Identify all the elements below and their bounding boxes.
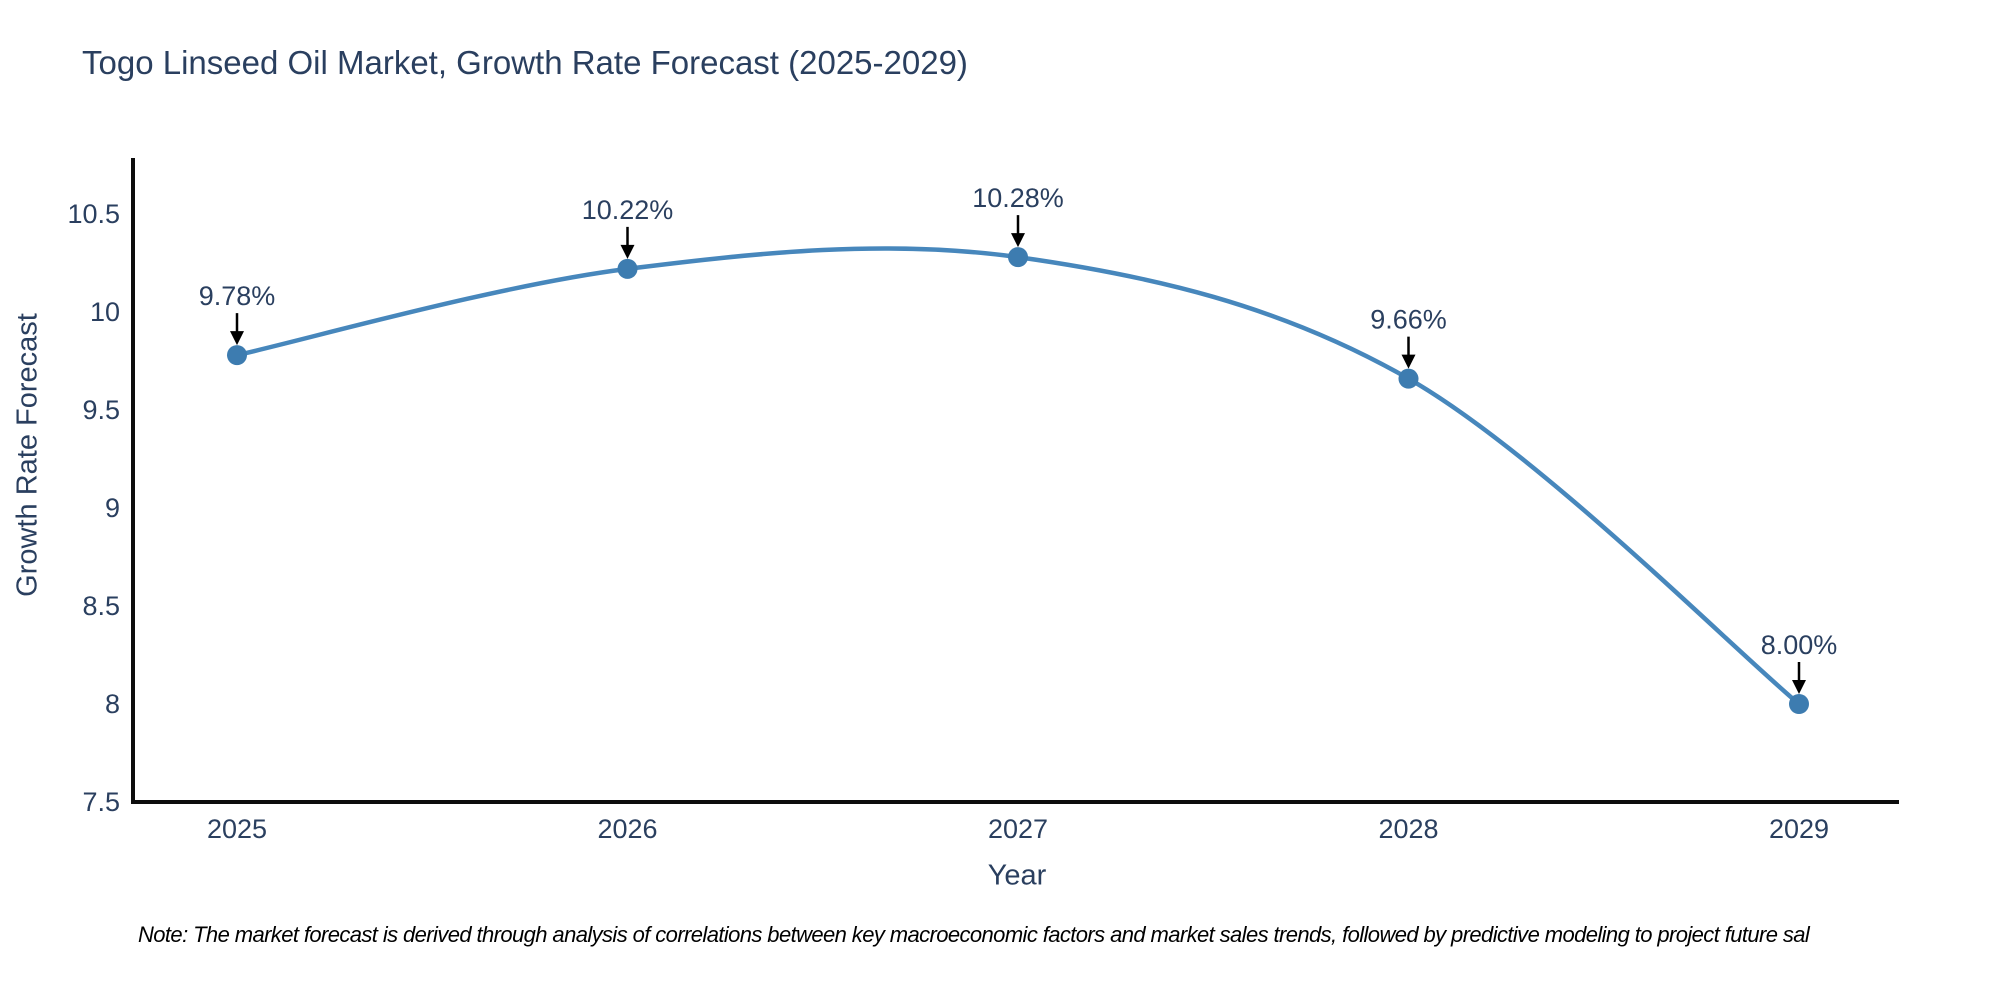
chart-title: Togo Linseed Oil Market, Growth Rate For… — [82, 44, 968, 81]
data-point-marker[interactable] — [1398, 368, 1419, 389]
annotation-arrowhead-icon — [1792, 680, 1806, 694]
y-tick-label: 8.5 — [82, 591, 120, 621]
data-point-marker[interactable] — [1008, 247, 1028, 268]
annotation-label: 8.00% — [1761, 630, 1838, 660]
annotation-arrowhead-icon — [1401, 354, 1416, 369]
footnote: Note: The market forecast is derived thr… — [138, 922, 1810, 947]
x-tick-label: 2028 — [1378, 814, 1438, 844]
annotation-arrowhead-icon — [230, 331, 244, 346]
annotation-arrowhead-icon — [620, 244, 635, 259]
annotation-label: 9.66% — [1370, 305, 1447, 335]
axis-line — [131, 158, 1899, 804]
annotation-label: 10.22% — [582, 195, 674, 225]
annotation-label: 10.28% — [972, 183, 1064, 213]
annotation-label: 9.78% — [199, 281, 276, 311]
x-axis-title: Year — [987, 859, 1047, 892]
x-tick-label: 2027 — [988, 814, 1048, 844]
annotation-arrowhead-icon — [1011, 233, 1025, 248]
trend-line — [234, 246, 1802, 707]
data-point-marker[interactable] — [617, 258, 638, 279]
y-tick-label: 9.5 — [82, 395, 120, 425]
y-tick-label: 8 — [105, 689, 120, 719]
x-tick-label: 2026 — [597, 814, 657, 844]
data-point-marker[interactable] — [227, 345, 247, 366]
x-tick-label: 2029 — [1769, 814, 1829, 844]
y-tick-label: 9 — [105, 493, 120, 523]
y-tick-label: 10 — [90, 297, 120, 327]
x-tick-label: 2025 — [207, 814, 267, 844]
y-tick-label: 10.5 — [67, 199, 120, 229]
y-tick-label: 7.5 — [82, 787, 120, 817]
y-axis-title: Growth Rate Forecast — [11, 313, 44, 597]
data-point-marker[interactable] — [1789, 694, 1809, 714]
